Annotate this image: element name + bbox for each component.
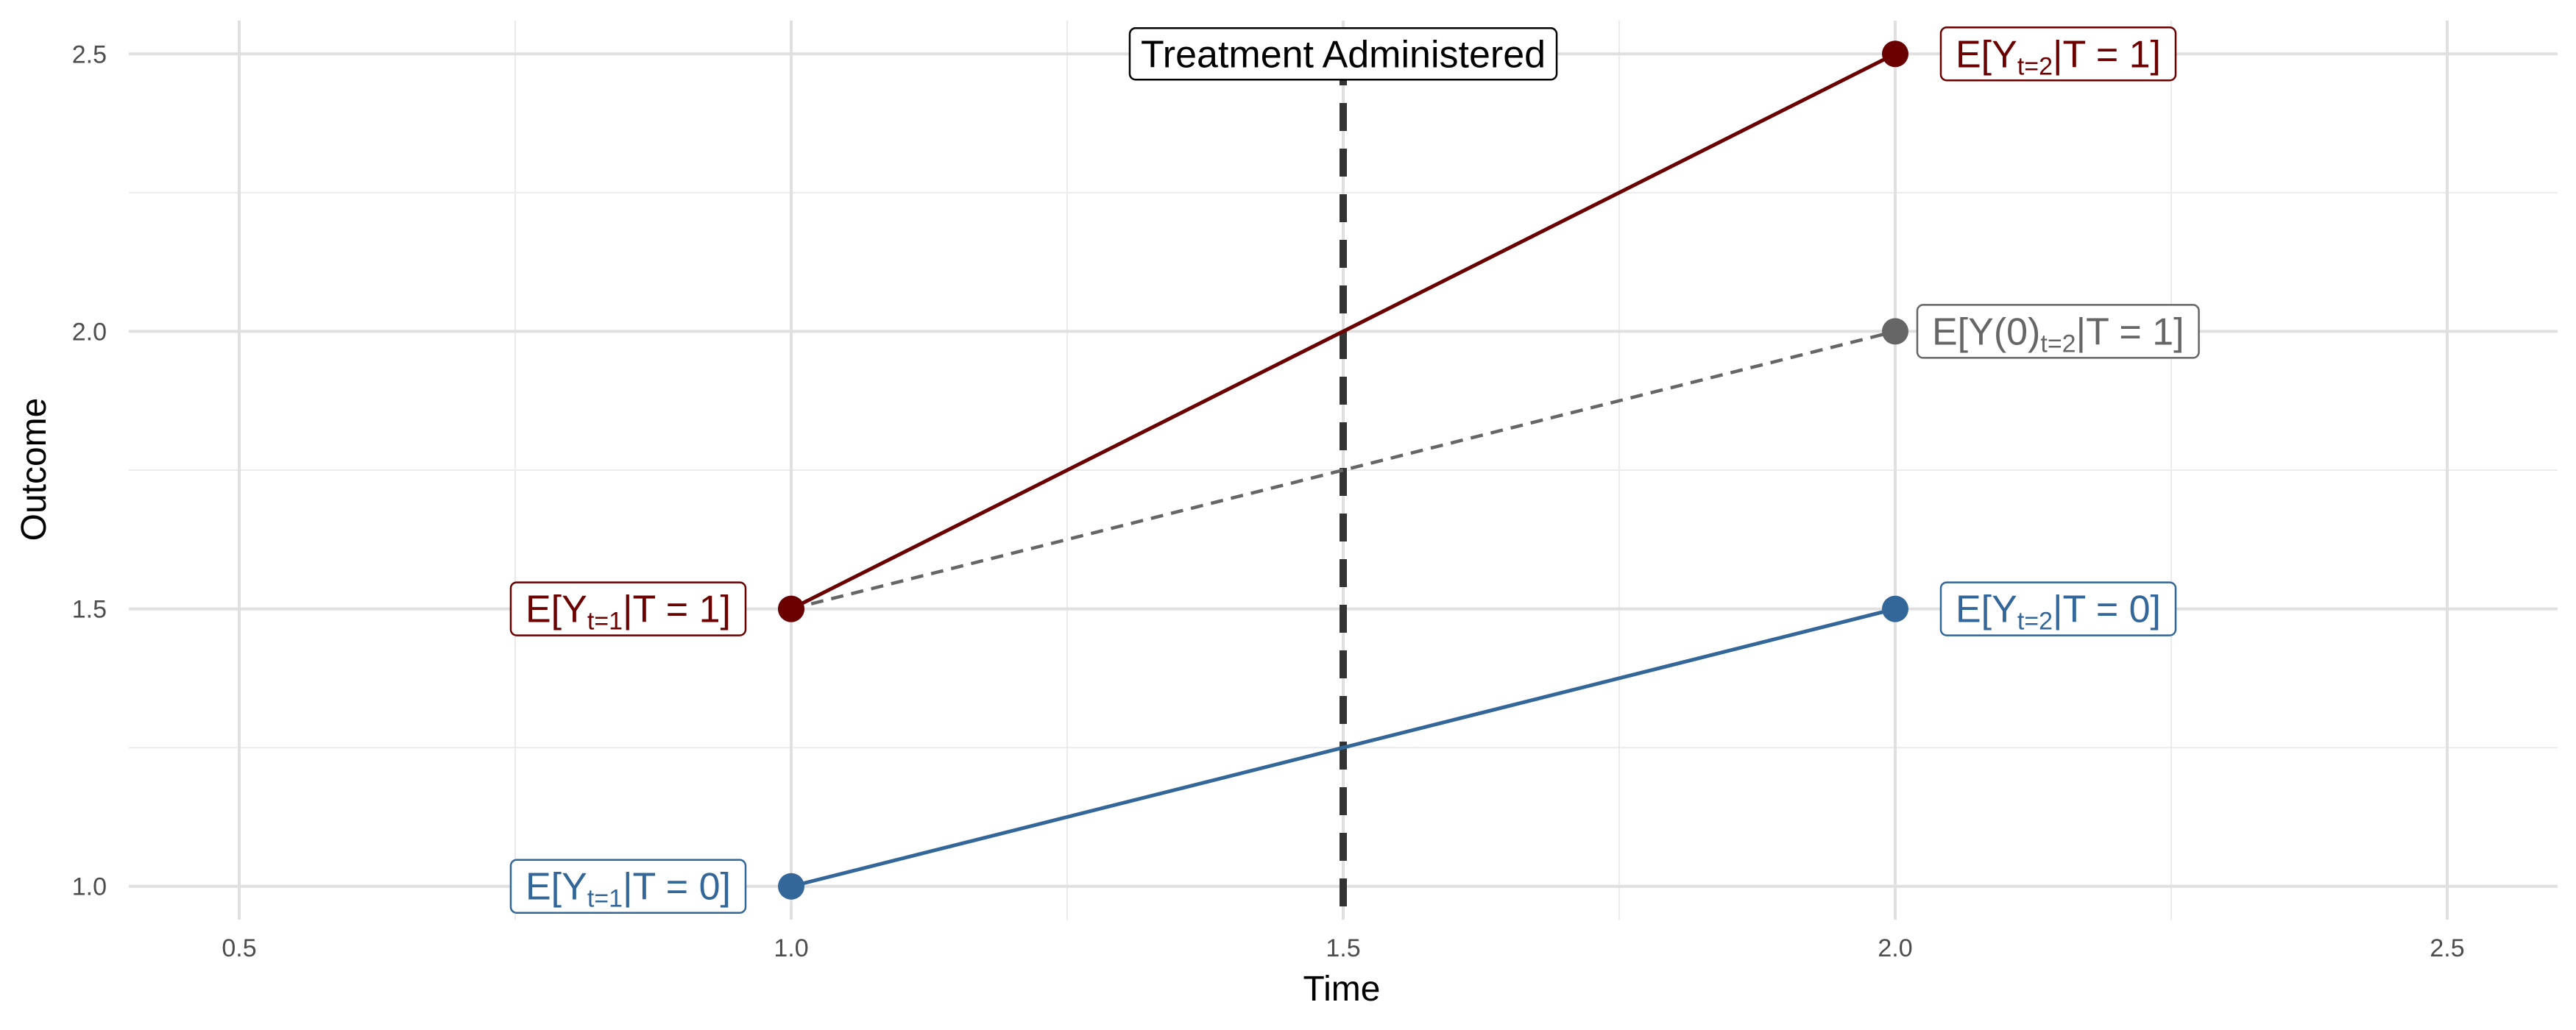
svg-text:Treatment Administered: Treatment Administered	[1141, 33, 1546, 76]
series-layer	[778, 40, 1908, 900]
y-axis-title: Outcome	[15, 398, 54, 541]
control-point	[778, 873, 804, 900]
x-tick-label: 2.0	[1878, 934, 1912, 962]
counterfactual-label-t2: E[Y(0)t=2|T = 1]	[1916, 304, 2200, 359]
y-tick-label: 1.0	[72, 873, 107, 901]
counterfactual-point	[1882, 318, 1908, 345]
counterfactual-series-line	[790, 330, 1896, 611]
x-tick-label: 2.5	[2430, 934, 2464, 962]
treated-series-line	[790, 52, 1897, 611]
y-tick-label: 2.0	[72, 318, 107, 346]
treatment-label: Treatment Administered	[1128, 27, 1558, 81]
y-tick-label: 1.5	[72, 596, 107, 624]
x-tick-label: 0.5	[222, 934, 256, 962]
svg-text:E[Yt=1|T = 0]: E[Yt=1|T = 0]	[526, 866, 731, 913]
treated-label-t1: E[Yt=1|T = 1]	[509, 581, 747, 636]
svg-text:E[Y(0)t=2|T = 1]: E[Y(0)t=2|T = 1]	[1932, 310, 2184, 358]
treated-point	[1882, 40, 1908, 68]
treated-label-t2: E[Yt=2|T = 1]	[1939, 26, 2177, 82]
point-labels-layer: E[Yt=1|T = 1] E[Yt=2|T = 1] E[Y(0)t=2|T = …	[509, 26, 2200, 914]
control-label-t1: E[Yt=1|T = 0]	[509, 859, 747, 914]
y-tick-label: 2.5	[72, 40, 107, 68]
control-series-line	[790, 607, 1896, 889]
x-tick-label: 1.5	[1326, 934, 1360, 962]
treated-point	[778, 595, 804, 622]
tick-labels: 0.5 1.0 1.5 2.0 2.5 1.0 1.5 2.0 2.5	[72, 40, 2465, 962]
x-axis-title: Time	[1303, 970, 1381, 1009]
x-tick-label: 1.0	[774, 934, 808, 962]
svg-text:E[Yt=2|T = 0]: E[Yt=2|T = 0]	[1956, 589, 2161, 636]
svg-text:E[Yt=2|T = 1]: E[Yt=2|T = 1]	[1956, 33, 2161, 80]
svg-text:E[Yt=1|T = 1]: E[Yt=1|T = 1]	[526, 589, 731, 636]
control-label-t2: E[Yt=2|T = 0]	[1939, 581, 2177, 636]
control-point	[1882, 595, 1908, 622]
